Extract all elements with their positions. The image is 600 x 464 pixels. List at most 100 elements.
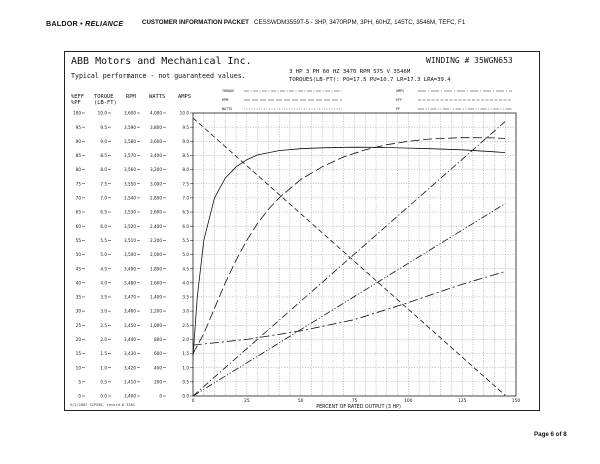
y-tick-label: 55 xyxy=(76,238,82,243)
y-tick-label: 5.5 xyxy=(182,238,189,243)
y-tick-label: 35 xyxy=(76,295,82,300)
y-tick-label: 10 xyxy=(76,365,82,370)
y-tick-label: 5.5 xyxy=(100,238,107,243)
y-tick-label: 7.5 xyxy=(182,181,189,186)
y-tick-label: 2,800 xyxy=(150,196,162,201)
legend-label: AMPS xyxy=(396,89,404,93)
motor-rating: 3 HP 3 PH 60 HZ 3470 RPM 575 V 3546M xyxy=(289,69,411,75)
y-tick-label: 1.0 xyxy=(182,365,189,370)
y-tick-label: 9.5 xyxy=(182,125,189,130)
brand-sub: RELIANCE xyxy=(85,19,124,28)
y-tick-label: 1.5 xyxy=(100,351,107,356)
typical-note: Typical performance - not guaranteed val… xyxy=(71,72,246,80)
axis-header: RPM xyxy=(126,94,136,100)
y-tick-label: 3,480 xyxy=(124,280,136,285)
y-tick-label: 1,800 xyxy=(150,266,162,271)
y-tick-label: 20 xyxy=(76,337,82,342)
y-tick-label: 1,000 xyxy=(150,323,162,328)
series-line xyxy=(192,146,506,357)
x-tick-label: 125 xyxy=(458,398,467,404)
y-tick-label: 3,530 xyxy=(124,210,136,215)
y-tick-label: 8.5 xyxy=(100,153,107,158)
y-tick-label: 2,200 xyxy=(150,238,162,243)
axis-header-sub: %PF xyxy=(71,100,81,106)
y-tick-label: 3,510 xyxy=(124,238,136,243)
y-tick-label: 3.0 xyxy=(100,309,107,314)
x-tick-label: 50 xyxy=(298,398,304,404)
y-tick-label: 1,200 xyxy=(150,309,162,314)
legend-label: PF xyxy=(396,107,400,111)
y-tick-label: 6.0 xyxy=(182,224,189,229)
y-tick-label: 25 xyxy=(76,323,82,328)
y-tick-label: 10.0 xyxy=(98,111,108,116)
winding-number: WINDING # 35WGN653 xyxy=(426,56,513,65)
y-tick-label: 3,550 xyxy=(124,181,136,186)
y-tick-label: 2,600 xyxy=(150,210,162,215)
y-tick-label: 1.5 xyxy=(182,351,189,356)
y-tick-label: 9.0 xyxy=(100,139,107,144)
y-tick-label: 75 xyxy=(76,181,82,186)
y-tick-label: 2.0 xyxy=(100,337,107,342)
y-tick-label: 70 xyxy=(76,196,82,201)
y-tick-label: 3,400 xyxy=(124,394,136,399)
y-tick-label: 2.0 xyxy=(182,337,189,342)
y-tick-label: 3,470 xyxy=(124,295,136,300)
brand-main: BALDOR xyxy=(46,19,78,28)
y-tick-label: 0.0 xyxy=(100,394,107,399)
legend-label: EFF xyxy=(396,98,402,102)
y-tick-label: 95 xyxy=(76,125,82,130)
series-line xyxy=(192,137,506,354)
x-tick-label: 25 xyxy=(244,398,250,404)
y-tick-label: 3,400 xyxy=(150,153,162,158)
y-tick-label: 65 xyxy=(76,210,82,215)
axis-header: WATTS xyxy=(149,94,165,100)
x-tick-label: 150 xyxy=(512,398,521,404)
axis-header-sub: (LB-FT) xyxy=(94,100,117,106)
axis-header: %EFF xyxy=(71,94,84,100)
y-tick-label: 5.0 xyxy=(182,252,189,257)
y-tick-label: 45 xyxy=(76,266,82,271)
y-tick-label: 9.5 xyxy=(100,125,107,130)
page-number: Page 6 of 8 xyxy=(534,431,567,438)
y-tick-label: 6.0 xyxy=(100,224,107,229)
y-tick-label: 30 xyxy=(76,309,82,314)
y-tick-label: 3,440 xyxy=(124,337,136,342)
y-tick-label: 3,590 xyxy=(124,125,136,130)
y-tick-label: 60 xyxy=(76,224,82,229)
y-tick-label: 3,580 xyxy=(124,139,136,144)
y-tick-label: 3,560 xyxy=(124,167,136,172)
y-tick-label: 3,000 xyxy=(150,181,162,186)
y-tick-label: 800 xyxy=(154,337,162,342)
y-tick-label: 0.0 xyxy=(182,394,189,399)
legend-label: WATTS xyxy=(222,107,232,111)
brand-logo: BALDOR • RELIANCE xyxy=(46,19,123,28)
y-tick-label: 8.0 xyxy=(100,167,107,172)
y-tick-label: 3,600 xyxy=(150,139,162,144)
legend-label: RPM xyxy=(222,98,228,102)
y-tick-label: 7.0 xyxy=(100,196,107,201)
y-tick-label: 0.5 xyxy=(182,379,189,384)
y-tick-label: 3,450 xyxy=(124,323,136,328)
y-tick-label: 3,200 xyxy=(150,167,162,172)
y-tick-label: 400 xyxy=(154,365,162,370)
y-tick-label: 40 xyxy=(76,280,82,285)
y-tick-label: 3,500 xyxy=(124,252,136,257)
y-tick-label: 8.0 xyxy=(182,167,189,172)
y-tick-label: 1,600 xyxy=(150,280,162,285)
y-tick-label: 3,410 xyxy=(124,379,136,384)
y-tick-label: 3,420 xyxy=(124,365,136,370)
y-tick-label: 2,400 xyxy=(150,224,162,229)
series-line xyxy=(192,271,506,346)
packet-title: CUSTOMER INFORMATION PACKET xyxy=(142,19,249,26)
y-tick-label: 3.0 xyxy=(182,309,189,314)
y-tick-label: 90 xyxy=(76,139,82,144)
y-tick-label: 0.5 xyxy=(100,379,107,384)
y-tick-label: 4.0 xyxy=(182,280,189,285)
y-tick-label: 2.5 xyxy=(100,323,107,328)
y-tick-label: 4,000 xyxy=(150,111,162,116)
y-tick-label: 600 xyxy=(154,351,162,356)
x-tick-label: 75 xyxy=(352,398,358,404)
y-tick-label: 50 xyxy=(76,252,82,257)
y-tick-label: 15 xyxy=(76,351,82,356)
